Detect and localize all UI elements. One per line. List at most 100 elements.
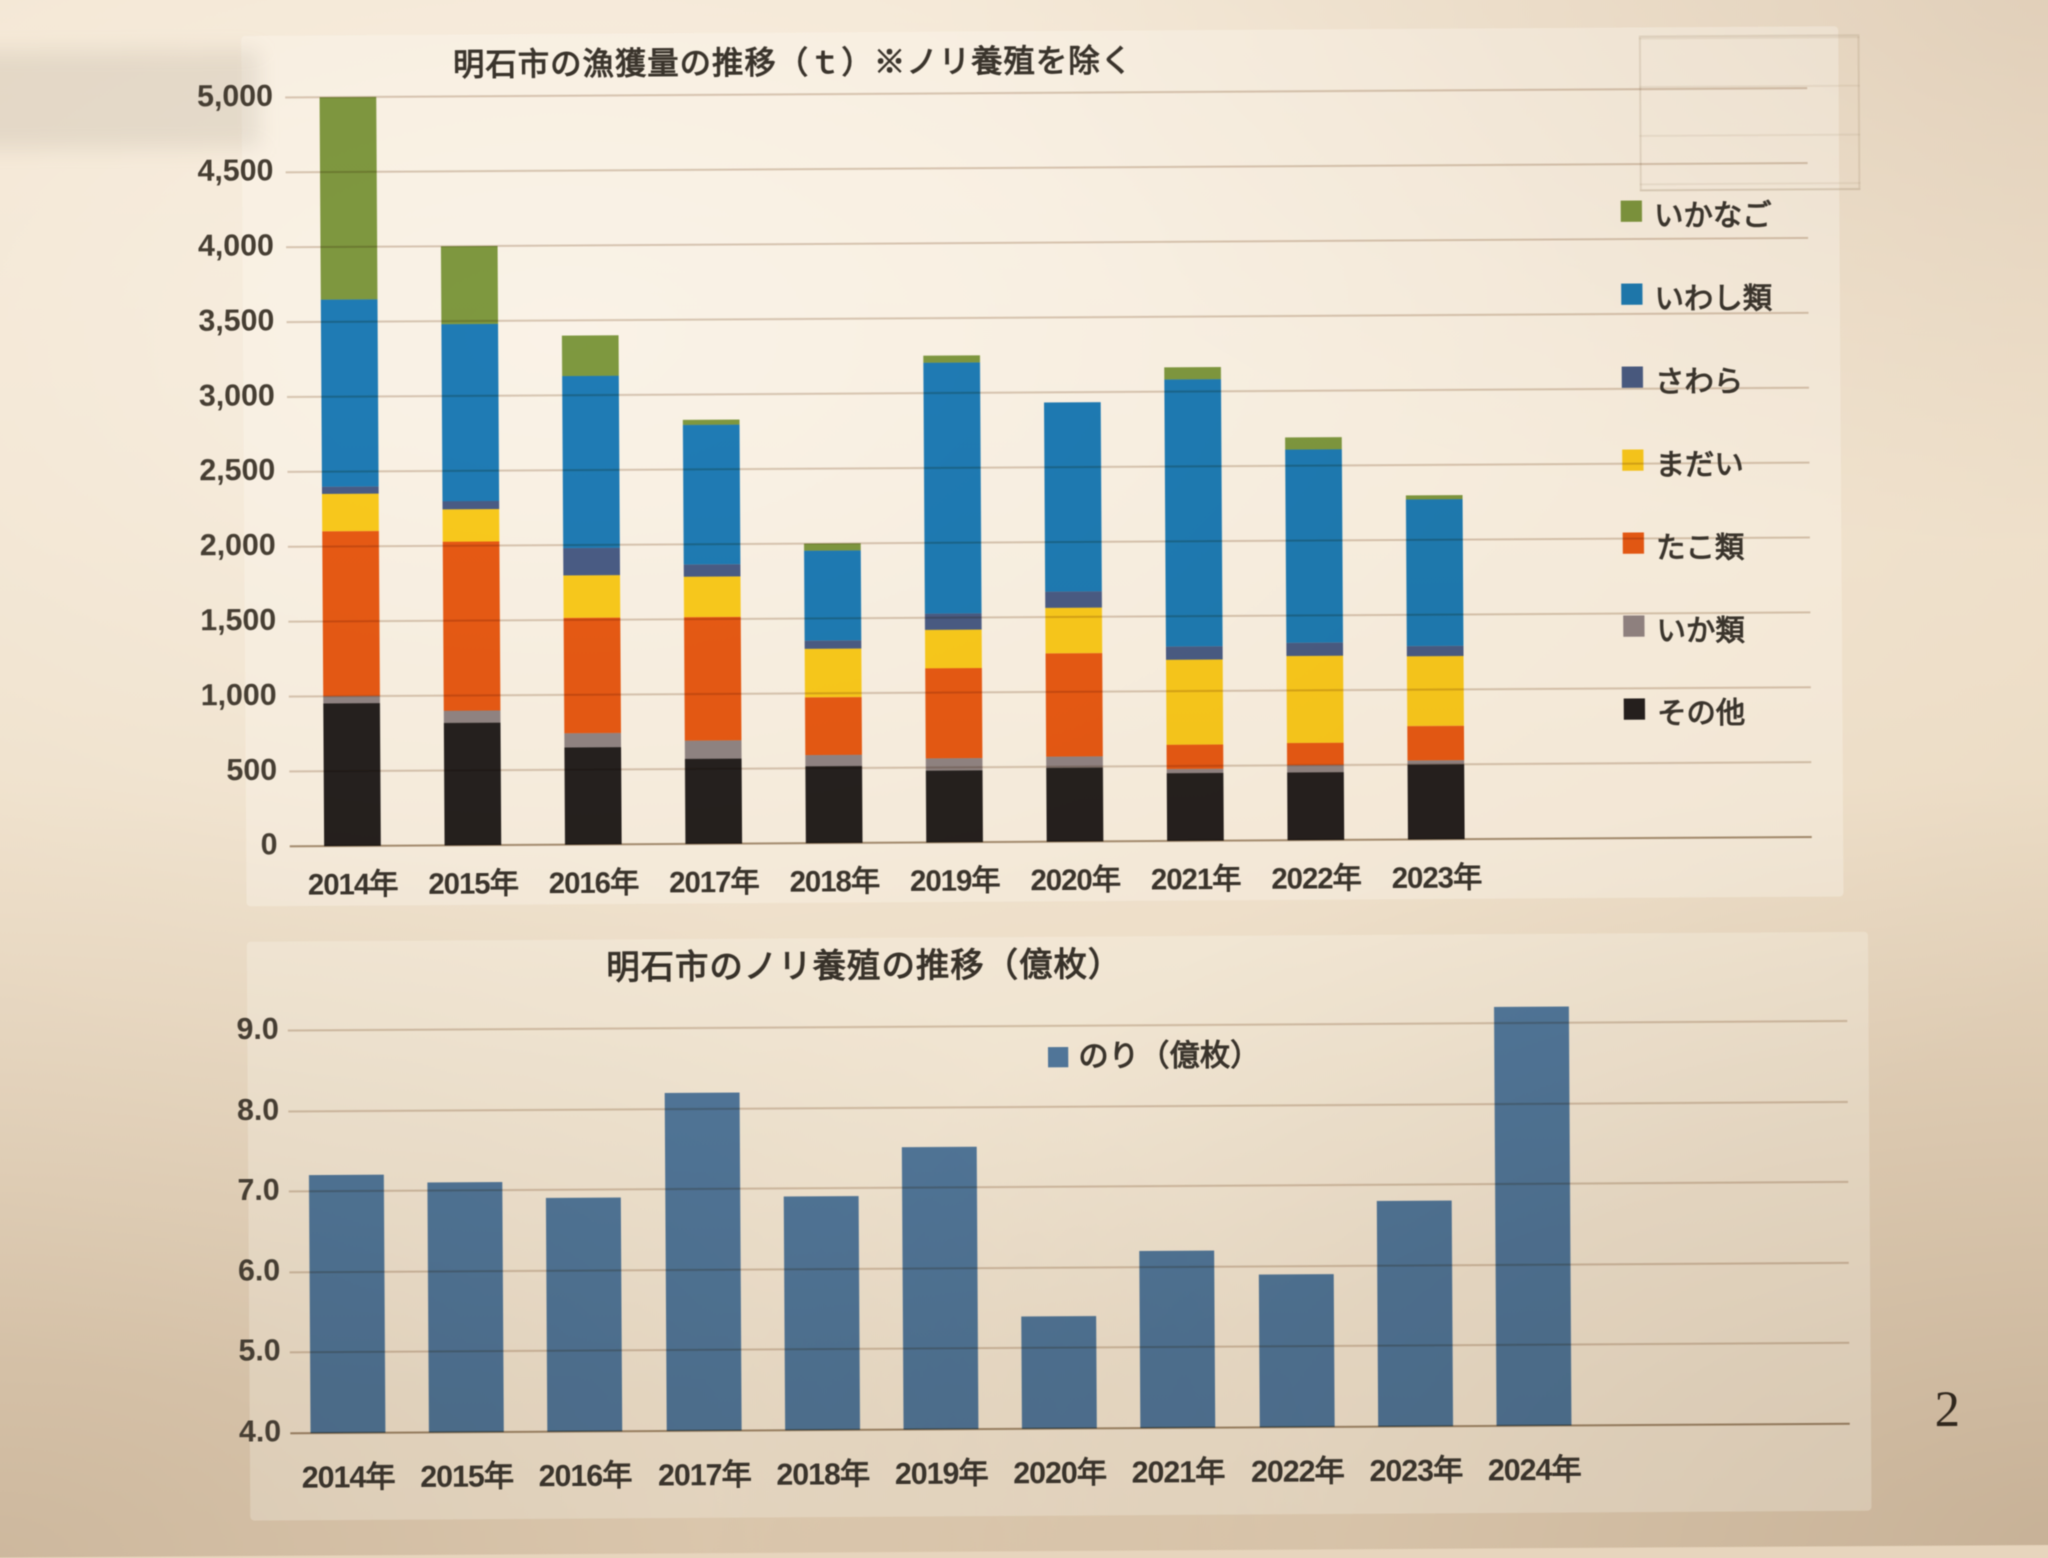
y-axis-label: 2,000 <box>199 528 276 563</box>
bar-segment <box>320 299 379 487</box>
bar-segment <box>1407 760 1465 765</box>
y-axis-label: 9.0 <box>236 1012 279 1047</box>
bar-segment <box>1045 607 1103 654</box>
bar <box>1376 1200 1454 1427</box>
bar-segment <box>682 419 740 425</box>
bar <box>1258 1274 1335 1428</box>
legend-label: いか類 <box>1656 614 1745 648</box>
bar-segment <box>564 732 622 748</box>
catch-chart-title: 明石市の漁獲量の推移（ｔ）※ノリ養殖を除く <box>452 42 1134 83</box>
bar-segment <box>442 509 500 542</box>
bar-segment <box>1046 756 1103 768</box>
bar-segment <box>1405 495 1463 500</box>
legend-label: いかなご <box>1654 199 1772 233</box>
bar-segment <box>804 697 862 756</box>
bar-segment <box>1044 402 1102 592</box>
bar-segment <box>441 323 500 502</box>
bar-segment <box>1285 449 1344 643</box>
bar-segment <box>321 493 379 532</box>
bar-segment <box>804 648 862 698</box>
y-axis-label: 6.0 <box>237 1254 281 1288</box>
y-axis-label: 5,000 <box>196 79 274 114</box>
bar-segment <box>804 550 862 641</box>
bar-segment <box>684 616 742 741</box>
bar-segment <box>1406 645 1464 657</box>
bar-segment <box>443 710 501 723</box>
bar-segment <box>1045 653 1103 757</box>
bar-segment <box>925 668 983 759</box>
y-axis-label: 1,000 <box>200 678 277 713</box>
y-axis-label: 3,500 <box>198 303 275 338</box>
nori-chart-title: 明石市のノリ養殖の推移（億枚） <box>606 945 1123 987</box>
bar-segment <box>323 695 380 704</box>
bar-segment <box>440 245 499 325</box>
bar-segment <box>1286 655 1344 744</box>
bar-segment <box>923 362 982 614</box>
bar-segment <box>442 500 500 510</box>
y-axis-label: 500 <box>226 753 278 788</box>
bar <box>1139 1250 1216 1429</box>
legend-label: その他 <box>1657 697 1746 731</box>
bar-segment <box>443 722 502 846</box>
page-number: 2 <box>1934 1380 1961 1438</box>
bar-segment <box>1166 772 1224 841</box>
bar <box>1494 1006 1572 1426</box>
bar-segment <box>1286 742 1344 766</box>
y-axis-label: 5.0 <box>238 1334 281 1368</box>
bar-segment <box>684 758 743 844</box>
y-axis-label: 4.0 <box>238 1415 282 1449</box>
bar <box>783 1196 861 1431</box>
legend-swatch <box>1622 532 1645 554</box>
y-axis-label: 1,500 <box>200 603 277 638</box>
bar-segment <box>682 424 741 565</box>
bar-segment <box>1407 725 1465 761</box>
y-axis-label: 4,500 <box>197 154 274 189</box>
bar-segment <box>924 629 982 669</box>
bar-segment <box>563 617 621 734</box>
bar <box>664 1092 742 1431</box>
bar-segment <box>923 355 981 363</box>
nori-legend: のり（億枚） <box>1047 1030 1261 1076</box>
legend-swatch <box>1622 449 1644 471</box>
legend-label: たこ類 <box>1656 531 1745 565</box>
bar-segment <box>1164 379 1223 647</box>
bar-segment <box>1406 655 1464 727</box>
y-axis-label: 4,000 <box>197 229 275 263</box>
y-axis-label: 0 <box>260 828 278 862</box>
bar-segment <box>924 613 982 630</box>
bar <box>308 1174 386 1434</box>
bar <box>901 1146 979 1430</box>
bar-segment <box>1286 642 1344 657</box>
bar-segment <box>683 564 741 577</box>
bar-segment <box>323 703 381 847</box>
bar-segment <box>1166 744 1224 770</box>
bar-segment <box>1407 764 1465 840</box>
bar-segment <box>804 640 862 649</box>
bar-segment <box>1166 768 1224 774</box>
legend-swatch <box>1620 200 1643 222</box>
bar <box>545 1197 623 1432</box>
x-axis-label: 2023年 <box>1391 862 1482 896</box>
nori-legend-swatch <box>1047 1047 1069 1068</box>
bar-segment <box>1045 591 1102 608</box>
bar-segment <box>1164 367 1221 380</box>
bar-segment <box>1166 659 1224 745</box>
bar-segment <box>1285 437 1342 450</box>
legend-swatch <box>1623 698 1646 720</box>
x-axis-label: 2024年 <box>1487 1453 1581 1488</box>
bar-segment <box>805 754 863 767</box>
bar-segment <box>563 575 621 618</box>
y-axis-label: 3,000 <box>198 378 275 413</box>
legend-label: いわし類 <box>1654 282 1773 316</box>
nori-legend-label: のり（億枚） <box>1078 1038 1261 1074</box>
bar <box>427 1182 504 1433</box>
y-axis-label: 2,500 <box>199 453 276 488</box>
y-axis-label: 8.0 <box>236 1093 280 1127</box>
bar-segment <box>684 740 742 759</box>
paper-bleedthrough-table <box>1638 34 1861 192</box>
y-axis-label: 7.0 <box>237 1173 280 1207</box>
bar-segment <box>925 758 983 771</box>
bar-segment <box>925 770 983 843</box>
legend-swatch <box>1621 283 1643 305</box>
